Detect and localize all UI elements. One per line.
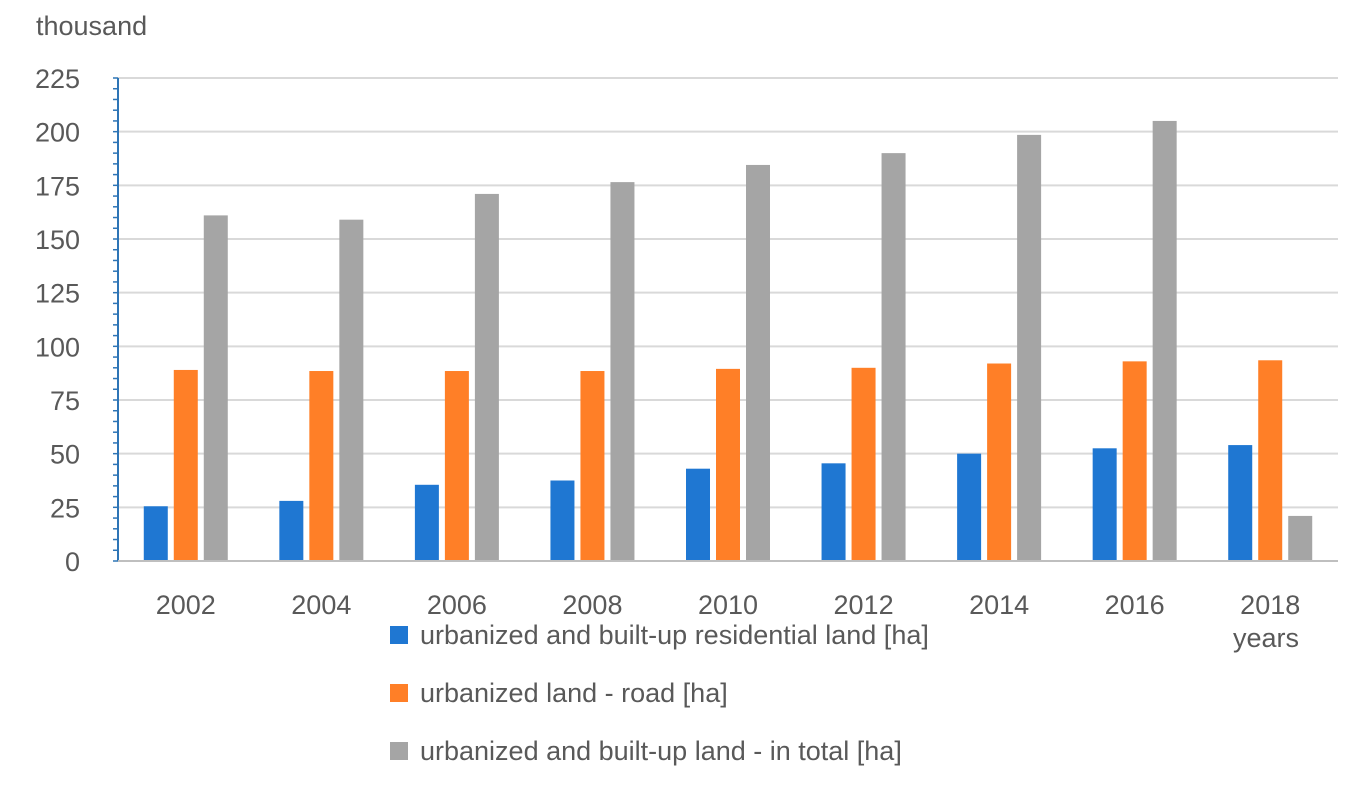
y-tick-label: 125 — [35, 279, 80, 309]
bar-residential-2008 — [550, 480, 575, 561]
bar-total-2002 — [203, 215, 228, 562]
y-tick-label: 100 — [35, 332, 80, 362]
bar-total-2012 — [881, 153, 906, 561]
axes — [113, 77, 1338, 562]
x-tick-label: 2014 — [969, 590, 1029, 620]
y-tick-label: 0 — [65, 547, 80, 577]
bar-residential-2010 — [686, 468, 710, 561]
legend-item-total: urbanized and built-up land - in total [… — [390, 736, 929, 766]
bar-residential-2018 — [1228, 445, 1253, 561]
bar-residential-2012 — [821, 463, 846, 561]
bar-road-2016 — [1122, 361, 1147, 561]
y-tick-label: 25 — [50, 493, 80, 523]
x-tick-labels: 2002 2004 2006 2008 2010 2012 2014 2016 2018 — [156, 590, 1301, 620]
bar-residential-2006 — [414, 484, 439, 561]
x-tick-label: 2016 — [1105, 590, 1165, 620]
bar-total-2010 — [746, 164, 770, 561]
bar-total-2014 — [1017, 134, 1042, 562]
legend-item-residential: urbanized and built-up residential land … — [390, 620, 929, 650]
legend-swatch-total — [390, 742, 408, 760]
y-tick-label: 150 — [35, 225, 80, 255]
bar-residential-2014 — [957, 453, 982, 561]
bar-road-2018 — [1258, 360, 1283, 561]
bar-residential-2002 — [143, 506, 168, 561]
x-tick-label: 2010 — [698, 590, 758, 620]
bar-total-2018 — [1288, 515, 1313, 561]
y-tick-label: 75 — [50, 386, 80, 416]
y-tick-label: 225 — [35, 64, 80, 94]
bar-total-2008 — [610, 182, 635, 561]
y-tick-label: 50 — [50, 440, 80, 470]
x-tick-label: 2006 — [427, 590, 487, 620]
y-tick-labels: 0 25 50 75 100 125 150 175 200 225 — [35, 64, 80, 577]
x-tick-label: 2018 — [1240, 590, 1300, 620]
legend-swatch-road — [390, 684, 408, 702]
legend-label-residential: urbanized and built-up residential land … — [420, 619, 929, 650]
bar-residential-2004 — [279, 500, 304, 561]
x-tick-label: 2008 — [562, 590, 622, 620]
bar-road-2010 — [716, 368, 740, 561]
bar-road-2014 — [987, 363, 1012, 561]
bar-road-2008 — [580, 371, 605, 561]
y-tick-label: 200 — [35, 118, 80, 148]
bars — [143, 120, 1313, 562]
x-axis-label: years — [1233, 623, 1299, 653]
legend-item-road: urbanized land - road [ha] — [390, 678, 929, 708]
bar-road-2012 — [851, 367, 876, 561]
legend: urbanized and built-up residential land … — [390, 620, 929, 794]
bar-total-2006 — [474, 193, 499, 562]
x-tick-label: 2004 — [291, 590, 351, 620]
x-tick-label: 2012 — [834, 590, 894, 620]
bar-road-2004 — [309, 371, 334, 561]
bar-residential-2016 — [1092, 448, 1117, 561]
y-tick-label: 175 — [35, 171, 80, 201]
x-tick-label: 2002 — [156, 590, 216, 620]
legend-swatch-residential — [390, 626, 408, 644]
bar-total-2004 — [339, 219, 364, 561]
legend-label-total: urbanized and built-up land - in total [… — [420, 735, 902, 766]
bar-total-2016 — [1152, 120, 1177, 561]
bar-road-2002 — [173, 369, 198, 561]
bar-road-2006 — [444, 371, 469, 561]
legend-label-road: urbanized land - road [ha] — [420, 677, 728, 708]
y-unit-label: thousand — [36, 11, 147, 41]
